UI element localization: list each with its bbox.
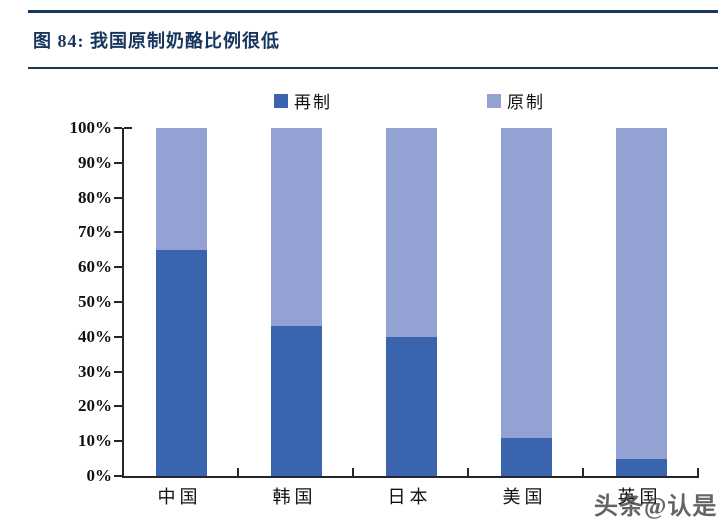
bar-slot-1: [124, 128, 239, 476]
bar-slot-3: [354, 128, 469, 476]
stacked-bars: [124, 128, 699, 476]
y-tick-mark: [114, 370, 122, 373]
y-axis-labels: 0% 10% 20% 30% 40% 50% 60% 70% 80% 90% 100%: [0, 118, 113, 485]
stacked-bar: [386, 128, 437, 476]
bar-segment-reprocessed: [156, 249, 207, 476]
bar-segment-original: [616, 128, 667, 459]
y-tick-label: 20%: [78, 396, 112, 416]
figure-title: 图 84: 我国原制奶酪比例很低: [33, 31, 280, 51]
x-tick-mark: [697, 468, 699, 476]
y-tick-label: 50%: [78, 292, 112, 311]
x-category-label: 英国: [617, 487, 662, 507]
y-axis-top-tick: [124, 127, 132, 129]
watermark-text: 头条@认是: [594, 494, 718, 520]
y-tick-label: 90%: [78, 152, 112, 172]
x-tick-mark: [467, 468, 469, 476]
bar-segment-reprocessed: [616, 458, 667, 476]
top-divider: [28, 10, 718, 13]
x-axis-labels: 中国 韩国 日本 美国 英国: [122, 483, 697, 509]
bar-segment-original: [501, 128, 552, 438]
y-tick-label: 70%: [78, 222, 112, 242]
y-tick-mark: [114, 266, 122, 269]
legend-item-reprocessed: 再制: [274, 88, 332, 113]
legend-item-original: 原制: [487, 88, 545, 113]
bar-slot-5: [584, 128, 699, 476]
bar-segment-reprocessed: [501, 437, 552, 476]
legend-label: 再制: [294, 93, 332, 112]
y-tick-mark: [114, 127, 122, 129]
stacked-bar: [616, 128, 667, 476]
y-tick-label: 100%: [69, 118, 113, 137]
y-tick-mark: [114, 475, 122, 477]
x-category-label: 美国: [502, 487, 547, 507]
x-category-label: 日本: [387, 487, 432, 507]
y-tick-mark: [114, 335, 122, 338]
x-category-label: 中国: [157, 487, 202, 507]
x-tick-mark: [582, 468, 584, 476]
x-category-label: 韩国: [272, 487, 317, 507]
chart-legend: 再制 原制: [122, 88, 697, 113]
bar-slot-4: [469, 128, 584, 476]
plot-area: [114, 127, 699, 478]
legend-swatch-light: [487, 93, 501, 108]
bar-segment-original: [271, 128, 322, 327]
y-tick-label: 80%: [78, 187, 112, 207]
bar-segment-original: [386, 128, 437, 337]
y-tick-mark: [114, 440, 122, 443]
y-tick-label: 60%: [78, 257, 112, 277]
y-tick-mark: [114, 301, 122, 303]
y-tick-mark: [114, 405, 122, 408]
x-tick-mark: [237, 468, 239, 476]
stacked-bar: [271, 128, 322, 476]
bar-slot-2: [239, 128, 354, 476]
bar-segment-original: [156, 128, 207, 250]
bar-segment-reprocessed: [271, 326, 322, 476]
stacked-bar: [501, 128, 552, 476]
y-tick-label: 10%: [78, 431, 112, 451]
stacked-bar: [156, 128, 207, 476]
y-tick-label: 40%: [78, 326, 112, 346]
bar-segment-reprocessed: [386, 336, 437, 476]
legend-swatch-dark: [274, 93, 288, 108]
x-tick-mark: [352, 468, 354, 476]
y-tick-label: 0%: [86, 466, 113, 485]
y-tick-mark: [114, 196, 122, 199]
legend-label: 原制: [507, 93, 545, 112]
y-tick-mark: [114, 231, 122, 234]
y-tick-label: 30%: [78, 361, 112, 381]
title-divider: [28, 67, 718, 69]
y-tick-mark: [114, 161, 122, 164]
